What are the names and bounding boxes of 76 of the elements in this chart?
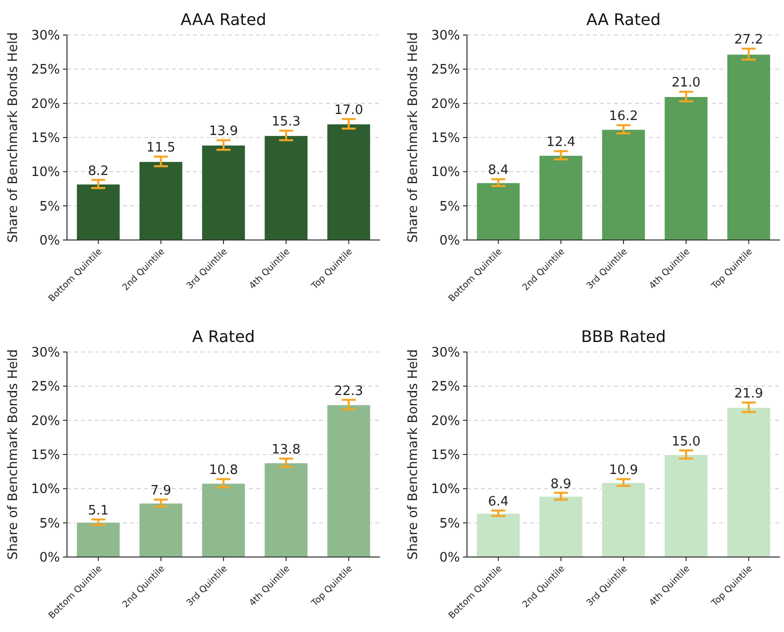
chart-title: BBB Rated	[581, 327, 666, 346]
data-label: 12.4	[546, 135, 576, 150]
y-tick-label: 20%	[31, 96, 60, 112]
bar	[601, 482, 646, 558]
bar	[601, 128, 646, 240]
bar	[726, 406, 772, 558]
bar	[201, 144, 246, 240]
bar	[138, 502, 184, 558]
y-tick-label: 15%	[431, 131, 460, 146]
bar	[538, 154, 584, 240]
data-label: 13.8	[272, 442, 301, 458]
y-tick-label: 0%	[439, 550, 460, 566]
y-tick-label: 20%	[31, 414, 60, 429]
data-label: 15.3	[272, 114, 301, 130]
data-label: 8.2	[88, 164, 109, 179]
bar	[538, 496, 584, 558]
chart-title: AA Rated	[586, 10, 661, 29]
bar	[76, 522, 121, 558]
data-label: 11.5	[146, 140, 176, 156]
y-tick-label: 10%	[431, 482, 460, 498]
bar	[264, 462, 309, 558]
bar	[476, 182, 521, 240]
data-label: 8.9	[550, 476, 572, 492]
y-tick-label: 25%	[31, 380, 60, 395]
data-label: 16.2	[609, 109, 638, 124]
y-axis-title: Share of Benchmark Bonds Held	[406, 349, 421, 560]
y-tick-label: 30%	[31, 346, 60, 361]
y-tick-label: 0%	[39, 234, 60, 249]
data-label: 8.4	[488, 163, 509, 178]
y-tick-label: 15%	[31, 131, 60, 146]
data-label: 22.3	[334, 384, 364, 399]
y-axis-title: Share of Benchmark Bonds Held	[6, 32, 21, 243]
bar	[76, 183, 121, 240]
bar	[138, 160, 184, 240]
data-label: 15.0	[672, 434, 701, 450]
y-tick-label: 20%	[431, 414, 460, 429]
data-label: 7.9	[150, 484, 172, 499]
bar	[664, 96, 709, 240]
y-tick-label: 0%	[39, 550, 60, 566]
y-tick-label: 5%	[39, 516, 60, 532]
y-tick-label: 20%	[431, 96, 460, 112]
bar	[726, 54, 772, 240]
bar	[264, 134, 309, 240]
data-label: 10.8	[209, 463, 238, 478]
bar	[201, 482, 246, 558]
data-label: 21.0	[672, 76, 701, 91]
data-label: 10.9	[609, 463, 638, 478]
y-tick-label: 10%	[31, 482, 60, 498]
y-tick-label: 30%	[431, 28, 460, 44]
y-tick-label: 5%	[439, 516, 460, 532]
bar	[476, 512, 521, 558]
y-tick-label: 10%	[431, 165, 460, 180]
bar	[664, 454, 709, 558]
y-tick-label: 15%	[431, 448, 460, 464]
data-label: 5.1	[88, 503, 109, 518]
y-tick-label: 15%	[31, 448, 60, 464]
y-tick-label: 25%	[31, 62, 60, 78]
data-label: 6.4	[488, 494, 509, 510]
y-tick-label: 0%	[439, 234, 460, 249]
data-label: 27.2	[734, 32, 764, 48]
chart-title: A Rated	[192, 327, 255, 346]
data-label: 13.9	[209, 124, 238, 140]
y-tick-label: 10%	[31, 165, 60, 180]
y-tick-label: 30%	[31, 28, 60, 44]
y-tick-label: 5%	[39, 199, 60, 214]
data-label: 17.0	[334, 103, 364, 118]
bar	[326, 123, 372, 240]
y-tick-label: 5%	[439, 199, 460, 214]
y-tick-label: 25%	[431, 380, 460, 395]
y-axis-title: Share of Benchmark Bonds Held	[406, 32, 421, 243]
y-tick-label: 30%	[431, 346, 460, 361]
y-axis-title: Share of Benchmark Bonds Held	[6, 349, 21, 560]
bar	[326, 404, 372, 558]
chart-title: AAA Rated	[180, 10, 266, 29]
y-tick-label: 25%	[431, 62, 460, 78]
data-label: 21.9	[734, 386, 764, 402]
